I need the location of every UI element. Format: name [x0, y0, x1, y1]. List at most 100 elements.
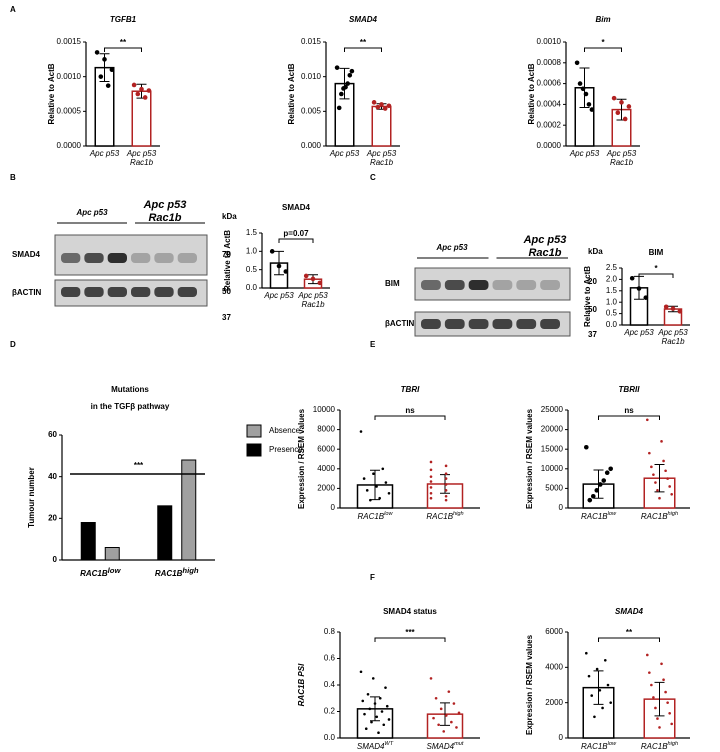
y-tick-label: 0	[53, 555, 58, 564]
data-point	[444, 464, 448, 468]
y-axis-label: Relative to ActB	[223, 230, 232, 291]
blot-band	[84, 253, 104, 263]
legend-swatch	[246, 424, 262, 438]
data-point	[98, 74, 104, 79]
data-point	[317, 280, 323, 286]
x-tick-label-box: Apc p53	[624, 328, 654, 337]
data-point	[442, 730, 446, 733]
bar	[371, 105, 392, 147]
y-tick-label: 0.0008	[537, 58, 562, 67]
y-tick-label: 5000	[545, 484, 563, 493]
data-point	[583, 91, 589, 97]
significance-label: **	[360, 38, 367, 47]
chart-title: SMAD4	[615, 607, 644, 616]
data-point	[429, 677, 433, 680]
error-bar	[370, 469, 380, 501]
kda-marker: 20	[588, 277, 597, 286]
data-point	[587, 674, 591, 678]
data-point	[366, 692, 370, 696]
y-tick-label: 0.4	[324, 680, 336, 689]
data-point	[371, 100, 377, 105]
y-tick-label: 4000	[317, 464, 335, 473]
data-point	[636, 286, 642, 291]
data-point	[377, 731, 380, 734]
legend-swatch	[246, 443, 262, 457]
blot-group-label: Apc p53 Rac1b	[143, 199, 187, 224]
data-point	[590, 493, 596, 499]
blot-band	[177, 253, 197, 263]
x-tick-label-sup: high	[453, 511, 464, 517]
data-point	[593, 715, 596, 719]
data-point	[652, 473, 655, 476]
data-point	[378, 696, 382, 700]
panel-label: F	[370, 573, 375, 582]
error-bar	[654, 463, 665, 493]
data-point	[648, 451, 651, 455]
significance-bracket	[104, 47, 142, 52]
x-tick-label-sup: low	[608, 741, 617, 747]
y-tick-label: 10000	[541, 464, 564, 473]
data-point	[654, 706, 657, 710]
blot-band	[131, 287, 151, 297]
x-tick-label-box: Apc p53 Rac1b	[367, 149, 396, 167]
data-point	[434, 696, 438, 700]
y-tick-label: 0.0	[606, 320, 618, 329]
x-tick-label: RAC1Bhigh	[641, 511, 678, 521]
chart-title: TGFB1	[110, 15, 137, 24]
y-tick-label: 0.0010	[57, 72, 82, 81]
significance-bracket	[374, 415, 446, 420]
data-point	[658, 726, 661, 729]
x-tick-label: RAC1Blow	[581, 511, 617, 521]
x-tick-label-main: SMAD4	[427, 742, 455, 751]
chart-title: Bim	[595, 15, 610, 24]
y-axis-label: Expression / RSEM values	[525, 408, 534, 509]
data-point	[444, 494, 448, 498]
error-bar	[654, 681, 665, 717]
data-point	[619, 100, 624, 105]
blot-band	[154, 253, 174, 263]
y-tick-label: 0.0	[246, 283, 258, 292]
bar	[131, 90, 152, 147]
data-point	[341, 86, 346, 91]
data-point	[131, 82, 137, 88]
y-tick-label: 0.005	[301, 106, 322, 115]
x-tick-label-box: Apc p53	[570, 149, 599, 158]
data-point	[432, 716, 435, 720]
data-point	[658, 496, 661, 500]
data-point	[648, 671, 651, 674]
x-tick-label: Apc p53	[624, 328, 654, 337]
x-tick-label-main: RAC1B	[80, 569, 108, 578]
y-tick-label: 6000	[545, 627, 563, 636]
blot-group-label: Apc p53	[75, 208, 108, 217]
data-point	[660, 662, 663, 666]
data-point	[586, 102, 592, 107]
significance-bracket	[584, 47, 622, 52]
blot-row-label: βACTIN	[12, 288, 42, 297]
y-axis-label: Tumour number	[27, 467, 36, 528]
blot-band	[84, 287, 104, 297]
data-point	[387, 492, 391, 495]
blot-group-label: Apc p53 Rac1b	[523, 234, 567, 259]
data-point	[339, 91, 344, 97]
data-point	[372, 472, 375, 476]
data-point	[615, 110, 621, 116]
x-tick-label: Apc p53	[264, 291, 294, 300]
y-tick-label: 1.5	[606, 286, 618, 295]
y-tick-label: 1.0	[246, 246, 258, 255]
data-point	[429, 460, 433, 464]
blot-row-label: βACTIN	[385, 319, 415, 328]
data-point	[666, 477, 669, 480]
data-point	[589, 107, 595, 112]
blot-band	[540, 319, 560, 329]
data-point	[584, 444, 589, 450]
y-tick-label: 0.0000	[57, 141, 82, 150]
blot-band	[421, 280, 441, 290]
significance-bracket	[344, 47, 382, 52]
significance-label: *	[601, 38, 605, 47]
y-tick-label: 0.0000	[537, 141, 562, 150]
significance-label: **	[120, 38, 127, 47]
blot-group-label: Apc p53	[435, 243, 468, 252]
data-point	[643, 295, 649, 300]
blot-band	[540, 280, 560, 290]
y-tick-label: 0.0004	[537, 100, 562, 109]
